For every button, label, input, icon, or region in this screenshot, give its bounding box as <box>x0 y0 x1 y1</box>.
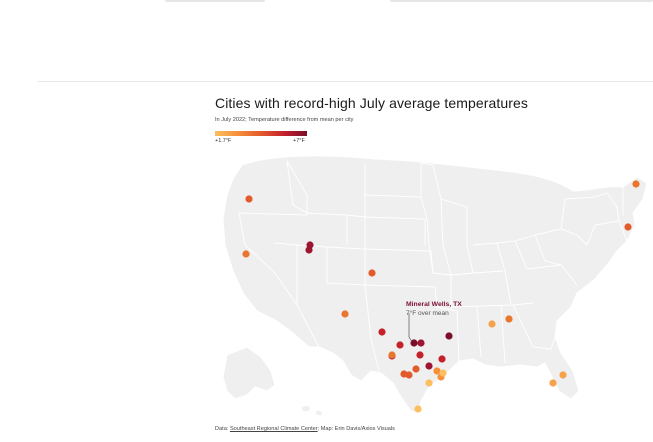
chart-title: Cities with record-high July average tem… <box>215 95 529 111</box>
map-graphic: Cities with record-high July average tem… <box>215 95 653 442</box>
city-marker <box>388 351 396 359</box>
source-link[interactable]: Southeast Regional Climate Center <box>229 426 318 432</box>
city-marker <box>433 367 441 375</box>
callout-leader-line <box>408 313 413 343</box>
source-prefix: Data: <box>215 426 230 432</box>
top-tab-left <box>165 0 265 2</box>
city-marker <box>425 379 433 387</box>
callout: Mineral Wells, TX 7°F over mean <box>406 301 462 343</box>
city-marker <box>438 355 446 363</box>
callout-value: 7°F over mean <box>406 309 449 317</box>
city-marker <box>445 332 453 340</box>
city-marker <box>242 250 250 258</box>
city-marker <box>410 339 418 347</box>
source-note: Data: Southeast Regional Climate Center;… <box>215 426 395 432</box>
city-marker <box>624 223 632 231</box>
city-marker <box>439 369 447 377</box>
city-marker <box>425 362 433 370</box>
city-marker <box>414 405 422 413</box>
city-marker <box>559 371 567 379</box>
hawaii-shape <box>300 404 324 417</box>
city-marker <box>549 379 557 387</box>
source-suffix: ; Map: Erin Davis/Axios Visuals <box>317 426 395 432</box>
contiguous-us-shape <box>222 155 648 414</box>
city-markers <box>242 180 640 413</box>
callout-city: Mineral Wells, TX <box>406 301 462 308</box>
city-marker <box>341 310 349 318</box>
city-marker <box>245 195 253 203</box>
city-marker <box>405 371 413 379</box>
legend-min-label: +1.7°F <box>215 138 232 144</box>
top-tab-right <box>390 0 653 2</box>
state-borders <box>238 160 628 372</box>
city-marker <box>505 315 513 323</box>
city-marker <box>632 180 640 188</box>
city-marker <box>417 339 425 347</box>
city-marker <box>378 328 386 336</box>
section-divider <box>38 81 653 82</box>
city-marker <box>368 269 376 277</box>
city-marker <box>416 351 424 359</box>
alaska-shape <box>222 346 276 400</box>
city-marker <box>488 320 496 328</box>
city-marker <box>412 365 420 373</box>
legend-color-scale <box>215 131 307 136</box>
us-map: Mineral Wells, TX 7°F over mean <box>222 155 648 417</box>
city-marker <box>396 341 404 349</box>
chart-subtitle: In July 2022; Temperature difference fro… <box>215 117 354 123</box>
city-marker <box>305 246 313 254</box>
us-land <box>222 155 648 417</box>
legend-max-label: +7°F <box>293 138 305 144</box>
